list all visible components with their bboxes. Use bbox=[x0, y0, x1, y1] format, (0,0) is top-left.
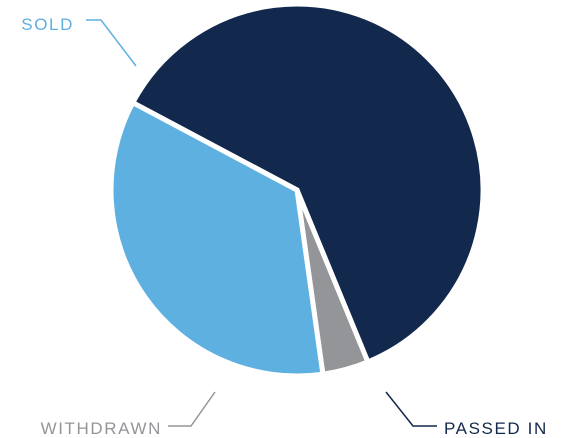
callout-lines bbox=[86, 19, 437, 427]
slice-label-passed-in: PASSED IN bbox=[444, 419, 548, 438]
slice-labels: PASSED IN WITHDRAWN SOLD bbox=[21, 15, 548, 438]
pie-slices bbox=[108, 1, 486, 379]
callout-line-sold bbox=[86, 19, 137, 67]
callout-line-withdrawn bbox=[168, 391, 216, 427]
pie-slice-passed-in bbox=[129, 1, 486, 366]
callout-line-passed-in bbox=[385, 391, 437, 427]
pie-slice-sold bbox=[108, 99, 326, 379]
slice-label-sold: SOLD bbox=[21, 15, 74, 34]
slice-label-withdrawn: WITHDRAWN bbox=[41, 419, 162, 438]
